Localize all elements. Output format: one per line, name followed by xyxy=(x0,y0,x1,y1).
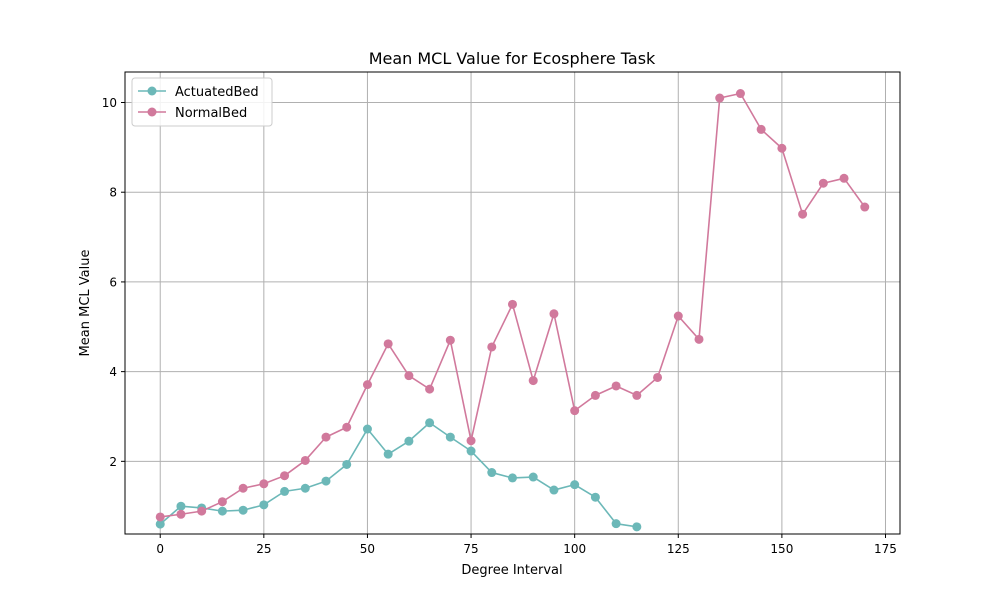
series-actuatedbed xyxy=(155,418,642,532)
data-point-normalbed xyxy=(238,483,248,493)
data-point-actuatedbed xyxy=(300,483,310,493)
x-tick-label: 75 xyxy=(463,542,478,556)
data-point-normalbed xyxy=(735,89,745,99)
legend: ActuatedBed NormalBed xyxy=(131,77,273,127)
data-point-normalbed xyxy=(404,371,414,381)
data-point-actuatedbed xyxy=(342,459,352,469)
data-point-normalbed xyxy=(383,339,393,349)
x-tick-label: 100 xyxy=(563,542,586,556)
data-point-actuatedbed xyxy=(487,468,497,478)
data-point-actuatedbed xyxy=(549,485,559,495)
data-point-normalbed xyxy=(487,342,497,352)
data-point-normalbed xyxy=(818,178,828,188)
data-point-normalbed xyxy=(425,384,435,394)
data-point-actuatedbed xyxy=(445,432,455,442)
data-point-normalbed xyxy=(777,143,787,153)
data-point-normalbed xyxy=(549,309,559,319)
data-point-actuatedbed xyxy=(217,506,227,516)
data-point-normalbed xyxy=(673,311,683,321)
y-tick-label: 8 xyxy=(109,186,117,200)
y-axis-label: Mean MCL Value xyxy=(78,250,93,357)
x-tick-label: 125 xyxy=(667,542,690,556)
legend-box xyxy=(131,77,273,127)
data-point-normalbed xyxy=(259,479,269,489)
data-point-normalbed xyxy=(280,471,290,481)
data-point-actuatedbed xyxy=(362,424,372,434)
series-normalbed xyxy=(155,89,870,522)
data-point-actuatedbed xyxy=(238,505,248,515)
data-point-actuatedbed xyxy=(466,446,476,456)
data-point-actuatedbed xyxy=(280,486,290,496)
data-point-normalbed xyxy=(321,432,331,442)
data-point-normalbed xyxy=(445,335,455,345)
y-tick-label: 2 xyxy=(109,455,117,469)
data-point-normalbed xyxy=(508,299,517,309)
data-point-normalbed xyxy=(528,376,538,386)
data-point-normalbed xyxy=(342,422,352,432)
data-point-actuatedbed xyxy=(259,500,269,510)
data-point-actuatedbed xyxy=(155,519,165,529)
legend-label-normalbed: NormalBed xyxy=(175,106,247,121)
x-tick-label: 25 xyxy=(256,542,271,556)
data-point-normalbed xyxy=(611,381,621,391)
data-point-actuatedbed xyxy=(404,436,414,446)
y-tick-label: 10 xyxy=(102,96,117,110)
legend-marker-actuatedbed xyxy=(147,86,157,96)
x-tick-label: 50 xyxy=(360,542,375,556)
data-point-normalbed xyxy=(197,506,207,516)
legend-marker-normalbed xyxy=(147,107,157,117)
data-point-actuatedbed xyxy=(508,473,517,483)
axis-ticks: 0 25 50 75 100 125 150 175 2 4 6 8 10 xyxy=(102,96,897,556)
data-point-normalbed xyxy=(176,509,186,519)
plot-area-frame xyxy=(124,71,901,535)
data-point-normalbed xyxy=(632,390,642,400)
data-point-normalbed xyxy=(155,512,165,522)
data-point-normalbed xyxy=(590,390,600,400)
data-point-normalbed xyxy=(362,380,372,390)
data-point-actuatedbed xyxy=(528,472,538,482)
data-point-normalbed xyxy=(570,406,580,416)
data-point-normalbed xyxy=(798,209,808,219)
x-axis-label: Degree Interval xyxy=(461,563,562,578)
data-point-actuatedbed xyxy=(383,449,393,459)
y-tick-label: 4 xyxy=(109,365,117,379)
data-point-actuatedbed xyxy=(611,519,621,529)
series-layer xyxy=(155,89,870,532)
data-point-normalbed xyxy=(217,497,227,507)
x-tick-label: 0 xyxy=(156,542,164,556)
grid xyxy=(125,72,900,534)
data-point-actuatedbed xyxy=(570,480,580,490)
data-point-actuatedbed xyxy=(590,492,600,502)
chart-title: Mean MCL Value for Ecosphere Task xyxy=(369,49,656,68)
data-point-normalbed xyxy=(300,455,310,465)
data-point-normalbed xyxy=(839,173,849,183)
data-point-normalbed xyxy=(694,334,704,344)
data-point-normalbed xyxy=(715,93,725,103)
y-tick-label: 6 xyxy=(109,275,117,289)
legend-label-actuatedbed: ActuatedBed xyxy=(175,85,259,100)
data-point-normalbed xyxy=(756,124,766,134)
data-point-actuatedbed xyxy=(632,522,642,532)
data-point-actuatedbed xyxy=(321,476,331,486)
data-point-normalbed xyxy=(653,372,663,382)
data-point-normalbed xyxy=(860,202,870,212)
data-point-actuatedbed xyxy=(176,501,186,511)
x-tick-label: 150 xyxy=(770,542,793,556)
data-point-actuatedbed xyxy=(425,418,435,428)
data-point-normalbed xyxy=(466,436,476,446)
x-tick-label: 175 xyxy=(874,542,897,556)
